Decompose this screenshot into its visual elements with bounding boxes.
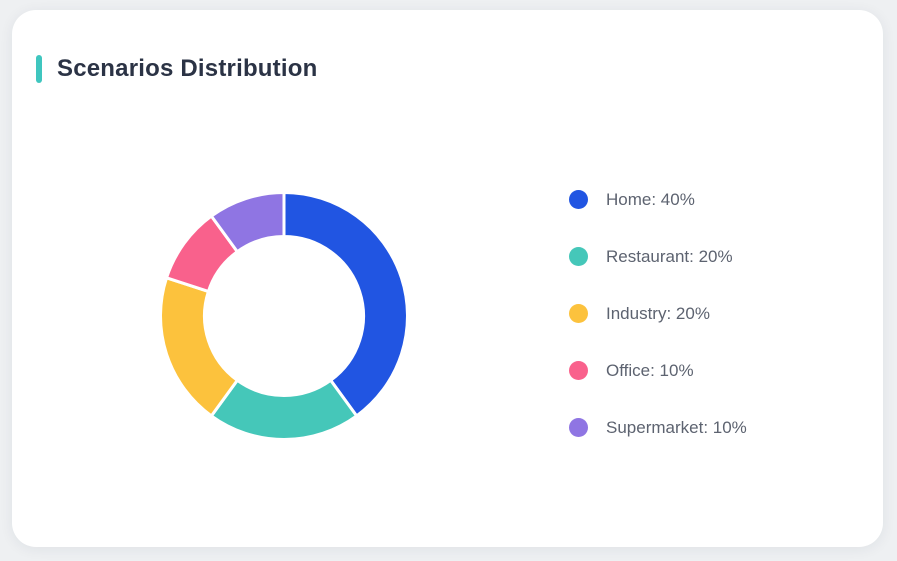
- legend-item-supermarket[interactable]: Supermarket: 10%: [569, 418, 747, 437]
- page-title: Scenarios Distribution: [57, 55, 318, 82]
- legend-dot-office: [569, 361, 588, 380]
- donut-segment-supermarket[interactable]: [209, 191, 286, 254]
- legend-item-office[interactable]: Office: 10%: [569, 361, 747, 380]
- legend-label-industry: Industry: 20%: [606, 303, 710, 323]
- donut-segment-industry[interactable]: [159, 276, 239, 418]
- legend-item-industry[interactable]: Industry: 20%: [569, 304, 747, 323]
- legend-dot-supermarket: [569, 418, 588, 437]
- legend-item-home[interactable]: Home: 40%: [569, 190, 747, 209]
- donut-segment-home[interactable]: [282, 191, 409, 418]
- title-accent-bar: [36, 55, 42, 83]
- legend-dot-industry: [569, 304, 588, 323]
- legend-item-restaurant[interactable]: Restaurant: 20%: [569, 247, 747, 266]
- legend-label-office: Office: 10%: [606, 360, 694, 380]
- legend-label-supermarket: Supermarket: 10%: [606, 417, 747, 437]
- card-header: Scenarios Distribution: [36, 55, 317, 83]
- legend-label-restaurant: Restaurant: 20%: [606, 246, 733, 266]
- donut-chart: [159, 191, 409, 441]
- chart-legend: Home: 40% Restaurant: 20% Industry: 20% Off…: [569, 190, 747, 437]
- donut-segment-restaurant[interactable]: [209, 378, 359, 441]
- legend-label-home: Home: 40%: [606, 189, 695, 209]
- donut-chart-svg: [159, 191, 409, 441]
- legend-dot-home: [569, 190, 588, 209]
- legend-dot-restaurant: [569, 247, 588, 266]
- scenarios-distribution-card: Scenarios Distribution Home: 40% Restaura…: [12, 10, 883, 547]
